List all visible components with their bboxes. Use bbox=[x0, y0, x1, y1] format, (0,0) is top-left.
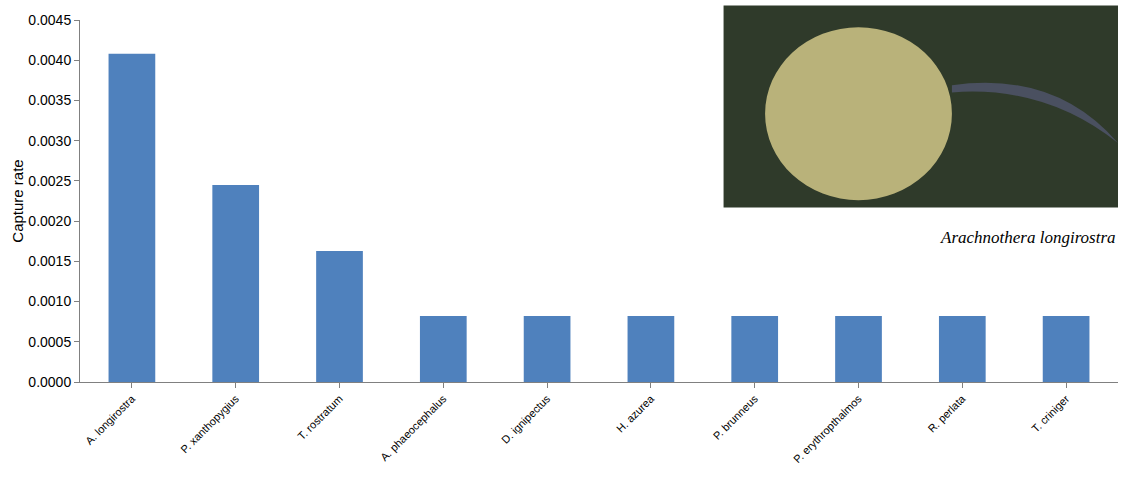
svg-text:0.0030: 0.0030 bbox=[28, 133, 71, 149]
svg-text:T. rostratum: T. rostratum bbox=[295, 393, 345, 443]
svg-text:0.0015: 0.0015 bbox=[28, 253, 71, 269]
svg-text:Capture rate: Capture rate bbox=[9, 159, 26, 242]
svg-text:0.0040: 0.0040 bbox=[28, 52, 71, 68]
svg-text:0.0000: 0.0000 bbox=[28, 374, 71, 390]
svg-text:A. phaeocephalus: A. phaeocephalus bbox=[378, 392, 449, 463]
svg-text:H. azurea: H. azurea bbox=[614, 392, 657, 435]
svg-text:P. xanthopygius: P. xanthopygius bbox=[178, 392, 241, 455]
svg-text:0.0025: 0.0025 bbox=[28, 173, 71, 189]
svg-text:T. criniger: T. criniger bbox=[1029, 392, 1071, 434]
svg-text:0.0005: 0.0005 bbox=[28, 334, 71, 350]
svg-text:D. ignipectus: D. ignipectus bbox=[499, 392, 553, 446]
svg-text:0.0045: 0.0045 bbox=[28, 12, 71, 28]
svg-text:A. longirostra: A. longirostra bbox=[83, 392, 138, 447]
svg-text:P. brunneus: P. brunneus bbox=[711, 392, 761, 442]
svg-text:0.0010: 0.0010 bbox=[28, 293, 71, 309]
svg-text:R. perlata: R. perlata bbox=[925, 392, 968, 435]
svg-text:0.0035: 0.0035 bbox=[28, 92, 71, 108]
svg-text:Arachnothera longirostra: Arachnothera longirostra bbox=[940, 228, 1116, 247]
svg-text:0.0020: 0.0020 bbox=[28, 213, 71, 229]
svg-text:P. erythropthalmos: P. erythropthalmos bbox=[791, 392, 864, 465]
